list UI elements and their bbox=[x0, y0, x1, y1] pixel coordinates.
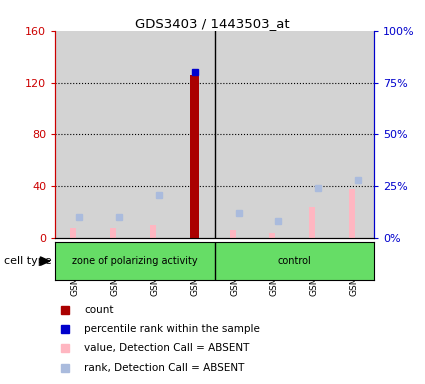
Bar bbox=[175, 31, 215, 238]
Bar bbox=[110, 228, 116, 238]
Bar bbox=[135, 31, 175, 238]
Bar bbox=[190, 75, 199, 238]
Text: rank, Detection Call = ABSENT: rank, Detection Call = ABSENT bbox=[84, 363, 244, 373]
Text: control: control bbox=[278, 256, 311, 266]
Text: count: count bbox=[84, 305, 113, 314]
Bar bbox=[95, 31, 135, 238]
Bar bbox=[215, 31, 255, 238]
Bar bbox=[294, 31, 334, 238]
Bar bbox=[230, 230, 235, 238]
Text: value, Detection Call = ABSENT: value, Detection Call = ABSENT bbox=[84, 343, 249, 353]
Bar bbox=[215, 31, 255, 238]
Bar bbox=[255, 31, 294, 238]
Bar bbox=[175, 31, 215, 238]
Bar bbox=[334, 31, 374, 238]
Bar bbox=[55, 31, 95, 238]
Bar bbox=[309, 207, 315, 238]
Bar bbox=[135, 31, 175, 238]
Text: zone of polarizing activity: zone of polarizing activity bbox=[72, 256, 198, 266]
Bar bbox=[349, 189, 355, 238]
Bar bbox=[269, 233, 275, 238]
Text: cell type: cell type bbox=[4, 256, 52, 266]
Bar bbox=[95, 31, 135, 238]
Bar bbox=[294, 31, 334, 238]
Bar bbox=[55, 31, 95, 238]
Bar bbox=[150, 225, 156, 238]
Text: percentile rank within the sample: percentile rank within the sample bbox=[84, 324, 260, 334]
Bar bbox=[70, 228, 76, 238]
Text: GDS3403 / 1443503_at: GDS3403 / 1443503_at bbox=[135, 17, 290, 30]
Bar bbox=[255, 31, 294, 238]
Bar bbox=[334, 31, 374, 238]
